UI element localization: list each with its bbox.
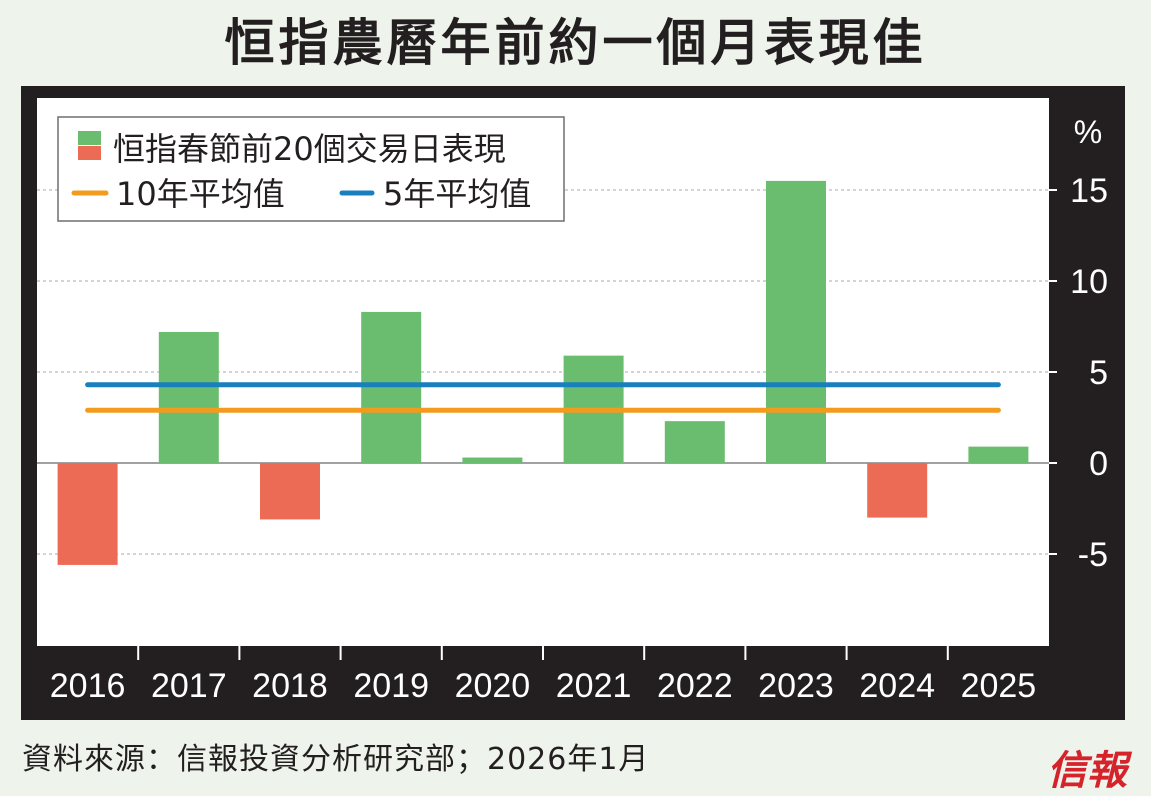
publisher-logo: 信報 — [1047, 747, 1127, 794]
bar-2017 — [158, 331, 219, 463]
y-tick-label: 15 — [1070, 172, 1108, 210]
legend-swatch-positive — [78, 131, 101, 145]
y-axis-ticks: -5 0 5 10 15 — [1049, 172, 1108, 574]
x-tick-label: 2023 — [758, 667, 834, 705]
legend-swatch-negative — [78, 146, 101, 160]
x-tick-label: 2016 — [50, 667, 126, 705]
bar-2022 — [664, 421, 725, 463]
bar-2019 — [361, 311, 422, 463]
legend-label-avg10: 10年平均值 — [116, 175, 285, 213]
x-tick-label: 2021 — [556, 667, 632, 705]
bar-2024 — [867, 463, 928, 518]
bar-2023 — [766, 180, 826, 463]
bar-2016 — [57, 463, 118, 565]
legend-label-avg5: 5年平均值 — [383, 175, 531, 213]
x-tick-label: 2025 — [961, 667, 1037, 705]
bars — [57, 180, 1029, 565]
bar-2025 — [968, 446, 1029, 463]
legend-box — [57, 116, 565, 222]
x-tick-label: 2017 — [151, 667, 227, 705]
bar-2020 — [462, 457, 523, 463]
x-tick-label: 2018 — [252, 667, 328, 705]
x-axis-ticks: 2016 2017 2018 2019 2020 2021 2022 2023 2024 2025 — [50, 646, 1036, 705]
bar-2018 — [260, 463, 320, 520]
x-tick-label: 2024 — [859, 667, 935, 705]
y-tick-label: 5 — [1089, 354, 1108, 392]
legend-label-bars: 恒指春節前20個交易日表現 — [113, 130, 506, 168]
y-tick-label: -5 — [1078, 536, 1108, 574]
legend: 恒指春節前20個交易日表現 10年平均值 5年平均值 — [57, 116, 565, 222]
y-tick-label: 0 — [1089, 445, 1108, 483]
y-tick-label: 10 — [1070, 263, 1108, 301]
y-axis-unit: % — [1074, 114, 1102, 150]
x-tick-label: 2022 — [657, 667, 733, 705]
source-note: 資料來源：信報投資分析研究部；2026年1月 — [22, 742, 650, 777]
chart-title: 恒指農曆年前約一個月表現佳 — [224, 14, 927, 72]
x-tick-label: 2019 — [353, 667, 429, 705]
x-tick-label: 2020 — [455, 667, 531, 705]
average-lines — [85, 382, 1001, 413]
